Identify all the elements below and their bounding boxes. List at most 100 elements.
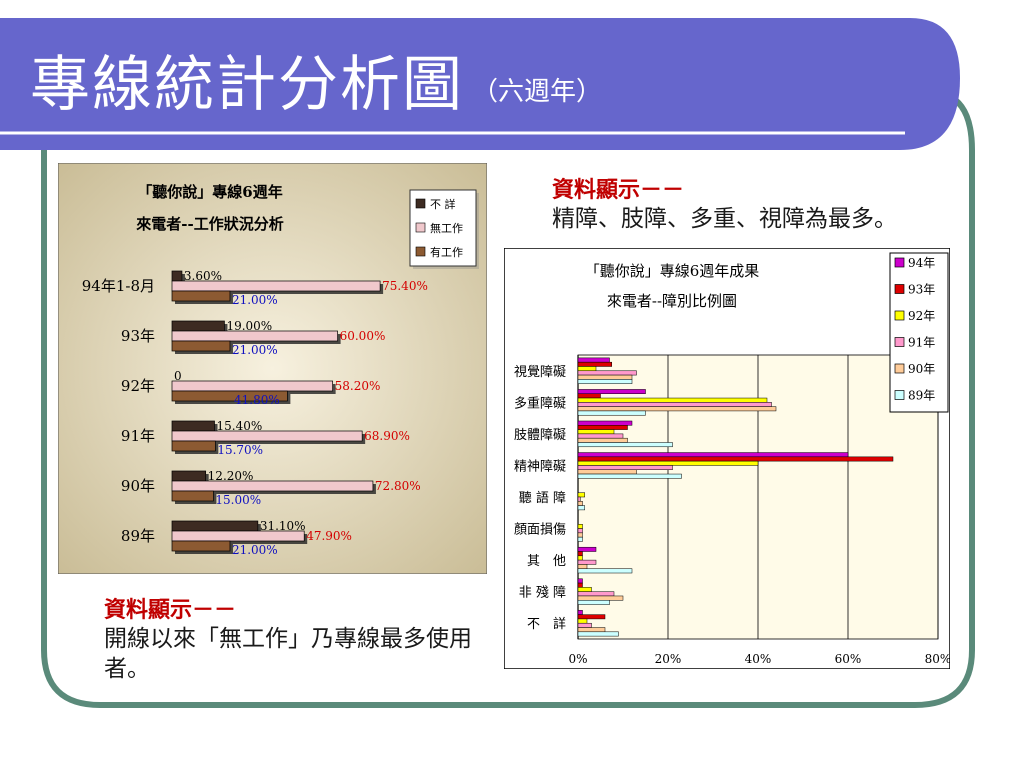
chart1-bar: [171, 440, 216, 452]
chart1-bar: [171, 540, 231, 552]
chart2-bar: [577, 492, 585, 498]
chart2-bar: [577, 379, 633, 384]
chart2-bar: [577, 433, 624, 439]
chart2-bar: [577, 631, 619, 637]
chart2-bar: [577, 469, 637, 475]
chart2-bar: [577, 374, 633, 380]
note-left: 資料顯示－－ 開線以來「無工作」乃專線最多使用者。: [104, 596, 494, 684]
chart1-bar: [171, 330, 338, 342]
note-left-heading: 資料顯示－－: [104, 597, 237, 623]
chart1-data-label: 31.10%: [260, 519, 306, 533]
chart1-bar: [171, 530, 305, 542]
chart2-bar: [577, 600, 610, 605]
chart1-category-label: 92年: [121, 377, 155, 395]
chart2-category-label: 不 詳: [527, 616, 566, 632]
chart1-bar: [171, 390, 288, 402]
chart1-data-label: 0: [174, 369, 182, 383]
chart2-legend-label: 89年: [908, 389, 935, 403]
chart1-data-label: 15.70%: [217, 443, 263, 457]
chart2-bar: [577, 357, 610, 363]
chart2-legend-swatch: [894, 337, 905, 347]
chart2-title-line2: 來電者--障別比例圖: [607, 292, 737, 310]
chart2-bar: [577, 610, 583, 615]
chart2-legend-label: 90年: [908, 362, 935, 376]
chart2-bar: [577, 618, 588, 624]
note-right-body: 精障、肢障、多重、視障為最多。: [552, 206, 897, 232]
chart1-bar: [171, 380, 333, 392]
chart2-bar: [577, 546, 597, 552]
chart2-category-label: 肢體障礙: [514, 427, 566, 443]
chart2-bar: [577, 582, 583, 588]
chart1-title-line2: 來電者--工作狀況分析: [136, 215, 283, 233]
title-row: 專線統計分析圖 （六週年）: [30, 30, 602, 120]
page-title: 專線統計分析圖: [30, 50, 464, 120]
chart2-bar: [577, 614, 606, 620]
chart2-bar: [577, 564, 588, 569]
chart2-category-label: 精神障礙: [514, 459, 566, 474]
chart1-data-label: 19.00%: [226, 319, 272, 333]
chart2-bar: [577, 456, 894, 462]
chart1-data-label: 58.20%: [335, 379, 381, 393]
chart1-legend-swatch: [415, 246, 426, 257]
note-right: 資料顯示－－ 精障、肢障、多重、視障為最多。: [552, 176, 1022, 234]
chart2-bar: [577, 465, 673, 470]
chart2-bar: [577, 361, 612, 367]
chart1-legend-label: 不 詳: [430, 197, 456, 211]
chart2-bar: [577, 559, 597, 565]
chart2-bar: [577, 505, 585, 511]
chart2-legend: 94年 93年 92年 91年 90年 89年: [889, 252, 949, 413]
chart2-legend-label: 92年: [908, 309, 935, 323]
chart2-category-label: 顏面損傷: [514, 522, 566, 538]
chart2-bar: [577, 551, 583, 557]
chart2-category-label: 多重障礙: [514, 395, 566, 411]
chart2-bar: [577, 528, 583, 534]
chart2-bar: [577, 410, 646, 416]
chart2-bar: [577, 555, 583, 561]
chart2-category-label: 其 他: [527, 554, 566, 569]
chart2-bar: [577, 473, 682, 479]
chart1-bar: [171, 290, 231, 302]
chart2-legend-swatch: [894, 257, 905, 268]
chart2-bar: [577, 578, 583, 584]
chart2-bar: [577, 595, 624, 601]
chart2-bar: [577, 568, 633, 574]
chart2-bar: [577, 437, 628, 443]
chart1-data-label: 75.40%: [382, 279, 428, 293]
page-subtitle: （六週年）: [472, 77, 603, 107]
chart1-legend-swatch: [415, 222, 426, 233]
chart2-legend-box: [889, 252, 949, 413]
chart2-bar: [577, 429, 615, 435]
chart1-category-label: 90年: [121, 477, 155, 495]
chart1-bar: [171, 270, 183, 282]
chart2-bar: [577, 442, 673, 448]
chart2-bar: [577, 591, 615, 597]
chart2-x-tick: 40%: [745, 652, 772, 666]
chart1-title-line1: 「聽你說」專線6週年: [137, 183, 282, 201]
chart2-x-tick: 20%: [655, 652, 682, 666]
chart2-category-label: 視覺障礙: [514, 365, 566, 380]
chart1-bar: [171, 280, 381, 292]
chart2-bar: [577, 406, 777, 412]
chart1-data-label: 3.60%: [184, 269, 222, 283]
chart1-legend-swatch: [415, 198, 426, 209]
chart2-bar: [577, 536, 583, 542]
chart1-category-label: 91年: [121, 427, 155, 445]
chart2-legend-label: 91年: [908, 336, 935, 350]
chart2-bar: [577, 460, 759, 466]
chart1-data-label: 21.00%: [232, 343, 278, 357]
chart2-bar: [577, 627, 606, 633]
chart2-x-tick: 60%: [835, 652, 862, 666]
chart2-bar: [577, 496, 581, 502]
chart1-data-label: 60.00%: [340, 329, 386, 343]
chart2-category-label: 非 殘 障: [519, 585, 566, 601]
chart2-bar: [577, 402, 772, 407]
chart1-legend-label: 無工作: [430, 221, 463, 235]
chart2-legend-swatch: [894, 390, 905, 400]
chart1-data-label: 72.80%: [375, 479, 421, 493]
chart1-bar: [171, 340, 231, 352]
chart1-category-label: 93年: [121, 327, 155, 345]
